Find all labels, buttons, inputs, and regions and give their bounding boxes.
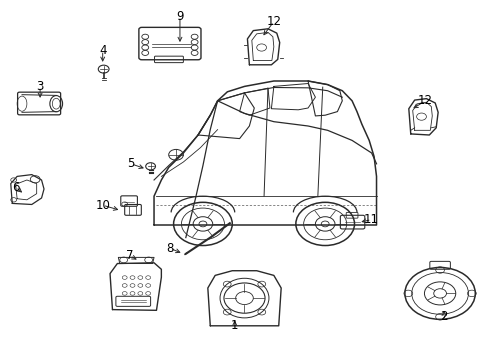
- Text: 1: 1: [230, 319, 238, 332]
- Text: 6: 6: [12, 181, 20, 194]
- Text: 4: 4: [99, 44, 106, 57]
- Text: 5: 5: [127, 157, 135, 170]
- Text: 12: 12: [266, 15, 281, 28]
- Text: 8: 8: [166, 242, 174, 255]
- Text: 9: 9: [176, 10, 183, 23]
- Text: 3: 3: [36, 80, 44, 93]
- Text: 7: 7: [125, 249, 133, 262]
- Text: 10: 10: [95, 199, 110, 212]
- Text: 12: 12: [417, 94, 432, 107]
- Text: 11: 11: [364, 213, 378, 226]
- Text: 2: 2: [439, 310, 447, 323]
